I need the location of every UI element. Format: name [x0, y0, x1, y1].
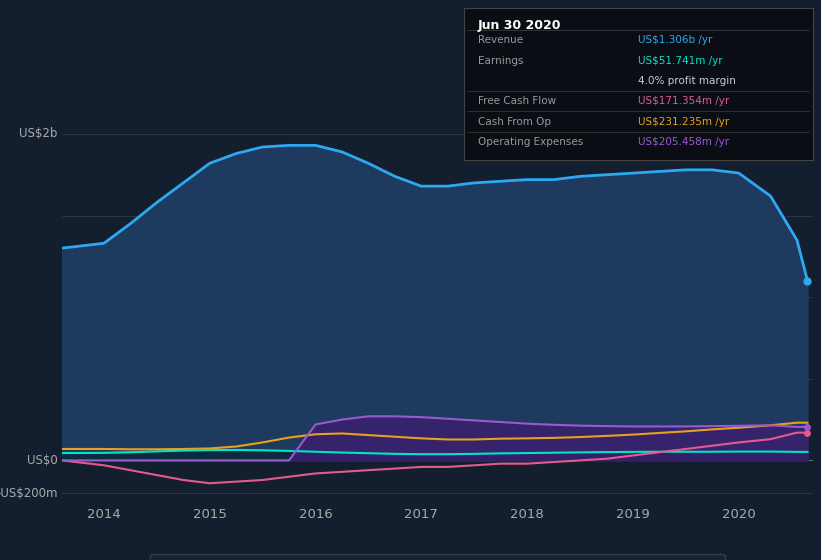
Text: Free Cash Flow: Free Cash Flow — [478, 96, 556, 106]
Text: Cash From Op: Cash From Op — [478, 117, 551, 127]
Text: -US$200m: -US$200m — [0, 487, 57, 500]
Text: US$2b: US$2b — [20, 128, 57, 141]
Text: Revenue: Revenue — [478, 35, 523, 45]
Text: US$231.235m /yr: US$231.235m /yr — [639, 117, 730, 127]
Text: US$171.354m /yr: US$171.354m /yr — [639, 96, 730, 106]
Text: Jun 30 2020: Jun 30 2020 — [478, 19, 562, 32]
Text: US$205.458m /yr: US$205.458m /yr — [639, 137, 729, 147]
Text: US$1.306b /yr: US$1.306b /yr — [639, 35, 713, 45]
Legend: Revenue, Earnings, Free Cash Flow, Cash From Op, Operating Expenses: Revenue, Earnings, Free Cash Flow, Cash … — [149, 554, 725, 560]
Text: US$51.741m /yr: US$51.741m /yr — [639, 57, 723, 66]
Text: US$0: US$0 — [27, 454, 57, 467]
Text: Operating Expenses: Operating Expenses — [478, 137, 583, 147]
Text: 4.0% profit margin: 4.0% profit margin — [639, 76, 736, 86]
Text: Earnings: Earnings — [478, 57, 523, 66]
